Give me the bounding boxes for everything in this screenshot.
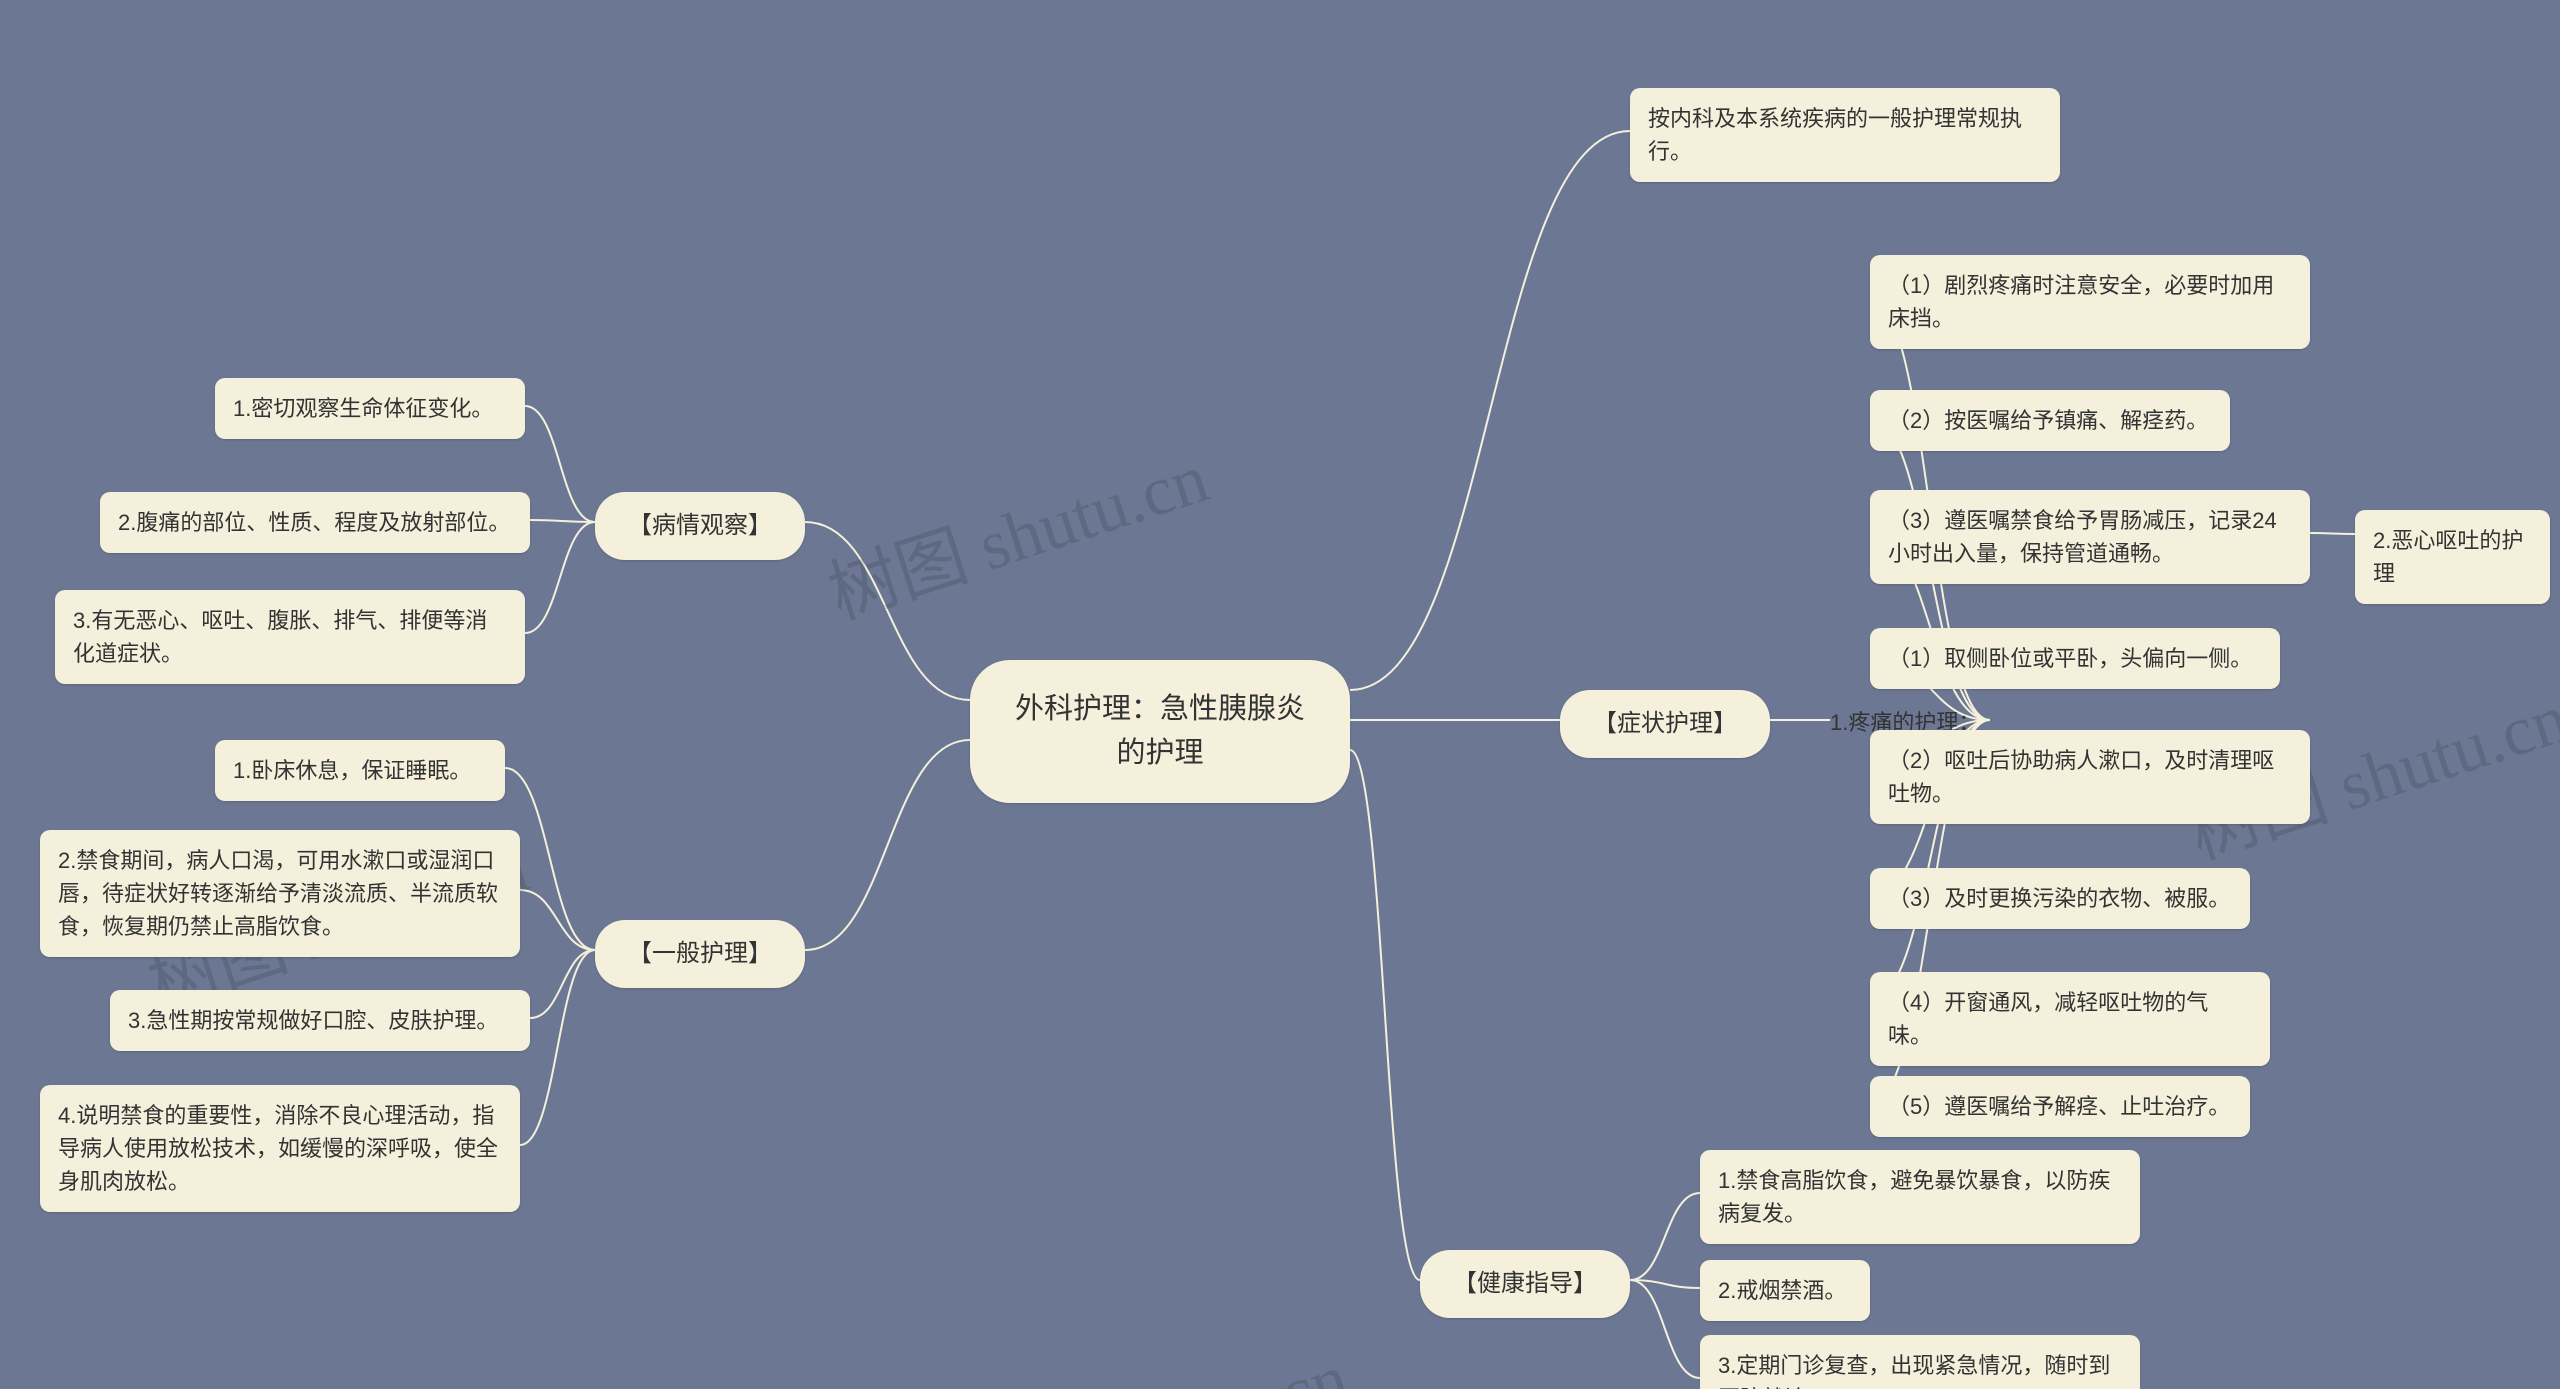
symptom-leaf-1: （1）剧烈疼痛时注意安全，必要时加用床挡。 [1870,255,2310,349]
symptom-leaf-3b: 2.恶心呕吐的护理 [2355,510,2550,604]
routine-node: 按内科及本系统疾病的一般护理常规执行。 [1630,88,2060,182]
symptom-leaf-6: （3）及时更换污染的衣物、被服。 [1870,868,2250,929]
health-leaf-1: 1.禁食高脂饮食，避免暴饮暴食，以防疾病复发。 [1700,1150,2140,1244]
symptom-leaf-8: （5）遵医嘱给予解痉、止吐治疗。 [1870,1076,2250,1137]
root-node: 外科护理：急性胰腺炎的护理 [970,660,1350,803]
watermark: 树图 shutu.cn [954,1322,1359,1389]
health-leaf-3: 3.定期门诊复查，出现紧急情况，随时到医院就诊。 [1700,1335,2140,1389]
health-leaf-2: 2.戒烟禁酒。 [1700,1260,1870,1321]
observe-leaf-3: 3.有无恶心、呕吐、腹胀、排气、排便等消化道症状。 [55,590,525,684]
symptom-leaf-2: （2）按医嘱给予镇痛、解痉药。 [1870,390,2230,451]
watermark: 树图 shutu.cn [814,422,1219,639]
branch-health: 【健康指导】 [1420,1250,1630,1318]
branch-symptom: 【症状护理】 [1560,690,1770,758]
symptom-leaf-7: （4）开窗通风，减轻呕吐物的气味。 [1870,972,2270,1066]
general-leaf-1: 1.卧床休息，保证睡眠。 [215,740,505,801]
symptom-leaf-3: （3）遵医嘱禁食给予胃肠减压，记录24小时出入量，保持管道通畅。 [1870,490,2310,584]
observe-leaf-1: 1.密切观察生命体征变化。 [215,378,525,439]
branch-observe: 【病情观察】 [595,492,805,560]
symptom-leaf-4: （1）取侧卧位或平卧，头偏向一侧。 [1870,628,2280,689]
general-leaf-4: 4.说明禁食的重要性，消除不良心理活动，指导病人使用放松技术，如缓慢的深呼吸，使… [40,1085,520,1212]
symptom-leaf-5: （2）呕吐后协助病人漱口，及时清理呕吐物。 [1870,730,2310,824]
branch-general: 【一般护理】 [595,920,805,988]
general-leaf-2: 2.禁食期间，病人口渴，可用水漱口或湿润口唇，待症状好转逐渐给予清淡流质、半流质… [40,830,520,957]
general-leaf-3: 3.急性期按常规做好口腔、皮肤护理。 [110,990,530,1051]
observe-leaf-2: 2.腹痛的部位、性质、程度及放射部位。 [100,492,530,553]
